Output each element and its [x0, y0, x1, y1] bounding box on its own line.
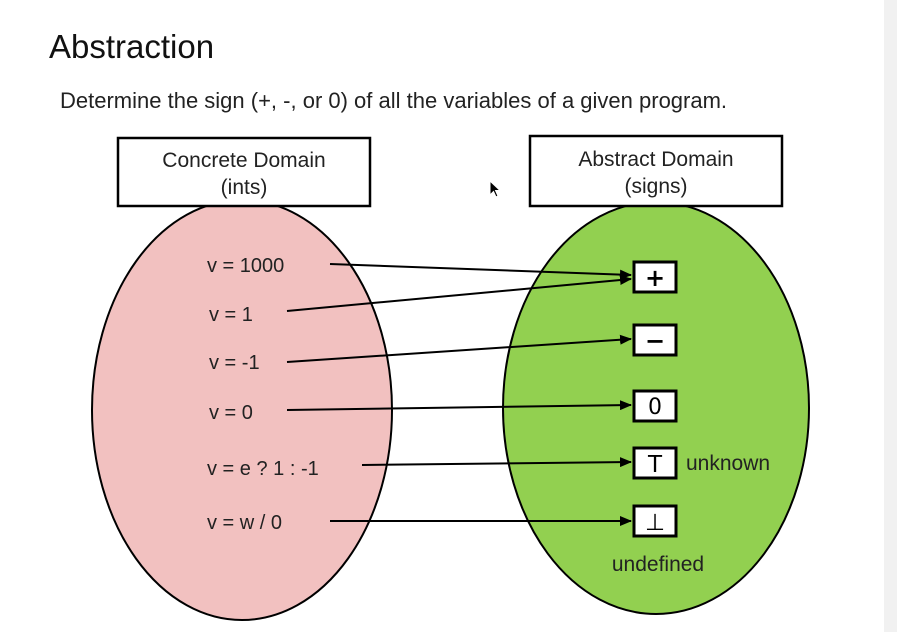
- sign-minus-box: −: [632, 323, 678, 357]
- undefined-label: undefined: [612, 553, 704, 576]
- concrete-domain-subtitle: (ints): [221, 176, 268, 199]
- sign-top-box: T: [632, 446, 678, 480]
- mapping-arrows: [286, 263, 632, 526]
- arrow-cond-to-top: [361, 457, 632, 468]
- arrow-0-to-zero: [286, 400, 632, 411]
- abstract-signs: + − 0 T ⊥: [632, 260, 678, 538]
- sign-minus: −: [645, 327, 665, 355]
- abstract-domain-header: Abstract Domain (signs): [528, 134, 784, 208]
- sign-zero: 0: [648, 395, 662, 420]
- arrow-1-to-plus: [286, 275, 632, 312]
- slide-title: Abstraction: [49, 28, 215, 65]
- arrow-neg1-to-minus: [286, 334, 632, 363]
- sign-plus: +: [645, 264, 665, 292]
- slide-subtitle: Determine the sign (+, -, or 0) of all t…: [60, 88, 728, 113]
- arrow-1000-to-plus: [329, 263, 632, 280]
- concrete-domain-title: Concrete Domain: [162, 149, 325, 172]
- concrete-domain-header: Concrete Domain (ints): [116, 136, 372, 208]
- concrete-item: v = 0: [209, 402, 253, 424]
- sign-zero-box: 0: [632, 389, 678, 423]
- sign-plus-box: +: [632, 260, 678, 294]
- concrete-item: v = 1000: [207, 255, 284, 277]
- unknown-label: unknown: [686, 452, 770, 475]
- sign-bottom-box: ⊥: [632, 504, 678, 538]
- scrollbar-track: [884, 0, 897, 632]
- sign-bottom: ⊥: [645, 510, 665, 536]
- concrete-item: v = w / 0: [207, 512, 282, 534]
- mouse-cursor-icon: [489, 180, 502, 198]
- abstract-domain-title: Abstract Domain: [578, 148, 733, 171]
- abstract-domain-subtitle: (signs): [624, 175, 687, 198]
- sign-top: T: [647, 452, 663, 478]
- concrete-item: v = -1: [209, 352, 260, 374]
- concrete-item: v = e ? 1 : -1: [207, 458, 319, 480]
- concrete-items: v = 1000 v = 1 v = -1 v = 0 v = e ? 1 : …: [207, 255, 319, 534]
- concrete-item: v = 1: [209, 304, 253, 326]
